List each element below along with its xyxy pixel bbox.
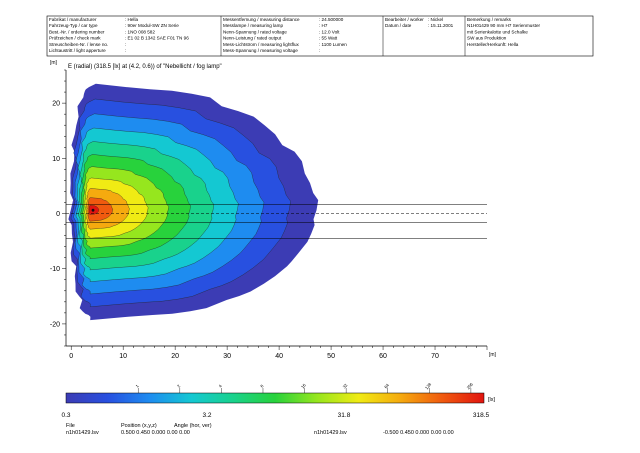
colorbar-max-label: 318.5 xyxy=(473,412,490,419)
heatmap-band xyxy=(87,197,113,222)
header-value: : xyxy=(125,48,126,53)
contour-line xyxy=(82,166,169,249)
header-label: Mess-Lichtstrom / measuring lightflux xyxy=(223,42,300,47)
footer-block: File n1h01429.lsv Position (x,y,z) Angle… xyxy=(66,423,454,436)
y-tick-label: 0 xyxy=(56,211,60,218)
colorbar-unit: [lx] xyxy=(488,397,496,403)
colorbar-level-label: 128 xyxy=(424,381,433,390)
colorbar-level-label: 32 xyxy=(342,382,349,389)
colorbar-level-label: 64 xyxy=(383,382,390,389)
header-label: Prüfzeichen / check mark xyxy=(49,36,101,41)
remark-line: N1H01429 90 mm H7 Serienmuster xyxy=(467,23,540,28)
x-tick-label: 30 xyxy=(223,353,231,360)
colorbar-level-label: 2 xyxy=(176,383,182,389)
y-tick-label: 10 xyxy=(52,156,60,163)
header-label: Nenn-Leistung / rated output xyxy=(223,36,282,41)
y-tick-label: 20 xyxy=(52,101,60,108)
colorbar-level-label: 4 xyxy=(218,383,224,389)
y-tick-label: -10 xyxy=(50,266,60,273)
colorbar-frame xyxy=(65,392,485,404)
contour-line xyxy=(87,197,113,222)
header-value: : 15.11.2001 xyxy=(428,23,454,28)
y-axis-unit: [m] xyxy=(50,60,58,66)
header-value: : 55 Watt xyxy=(319,36,338,41)
header-label: Lichtaustritt / light apperture xyxy=(49,48,106,53)
colorbar-min-label: 0.3 xyxy=(61,412,70,419)
x-tick-label: 20 xyxy=(171,353,179,360)
remark-line: Hersteller/Herkunft: Hella xyxy=(467,42,519,47)
contour-line xyxy=(78,141,215,271)
chart-title: E (radial) (318.5 [lx] at (4.2, 0.6)) of… xyxy=(68,64,222,70)
x-tick-label: 70 xyxy=(431,353,439,360)
header-value: : E1 02 B 1342 SAE F01 TN 96 xyxy=(125,36,189,41)
header-label: Nenn-Spannung / rated voltage xyxy=(223,29,287,34)
header-block: Fabrikat / manufacturer : Hella Fahrzeug-T… xyxy=(46,15,594,57)
header-label: Best.-Nr. / ordering number xyxy=(49,29,105,34)
header-value: : 24.500000 xyxy=(319,17,344,22)
position-label: Position (x,y,z) xyxy=(121,423,157,429)
position-values-1: 0.500 0.450 0.000 0.00 0.00 xyxy=(121,430,190,436)
colorbar-level-label: 256 xyxy=(466,381,475,390)
remark-line: SW aus Produktion xyxy=(467,36,507,41)
file-name-2: n1h01429.lsv xyxy=(314,430,347,436)
contour-line xyxy=(73,113,265,295)
header-label: Fahrzeug-Typ / car type xyxy=(49,23,98,28)
header-value: : xyxy=(125,42,126,47)
remark-line: mit Serienkalotte und Schalke xyxy=(467,29,528,34)
x-tick-label: 40 xyxy=(275,353,283,360)
contour-line xyxy=(75,127,239,282)
contour-line xyxy=(86,188,130,230)
x-tick-label: 0 xyxy=(69,353,73,360)
x-tick-label: 50 xyxy=(327,353,335,360)
header-label: Fabrikat / manufacturer xyxy=(49,17,97,22)
header-value: : 1100 Lumen xyxy=(319,42,347,47)
colorbar: 1 2 4 8 16 32 64 128 256 [lx] 0.3 3.2 31.8 318.5 xyxy=(61,381,495,419)
y-tick-label: -20 xyxy=(50,321,60,328)
remark-line: Bemerkung / remarks xyxy=(467,17,512,22)
contour-line xyxy=(70,98,291,307)
header-value: : xyxy=(319,48,320,53)
angle-label: Angle (hor, ver) xyxy=(174,423,212,429)
header-label: Messentfernung / measuring distance xyxy=(223,17,300,22)
header-label: Streuscheiben-Nr. / lense no. xyxy=(49,42,108,47)
colorbar-mid-label: 3.2 xyxy=(202,412,211,419)
file-label: File xyxy=(66,423,75,429)
colorbar-level-label: 1 xyxy=(134,383,140,389)
contour-line xyxy=(84,177,149,239)
colorbar-level-label: 8 xyxy=(259,383,265,389)
contour-line xyxy=(80,154,191,259)
header-frame xyxy=(46,15,594,57)
plot-area: 0 10 20 30 40 50 60 70 -20 -10 0 10 20 [m] xyxy=(50,69,497,360)
header-label: Datum / date xyxy=(385,23,412,28)
header-label: Bearbeiter / worker xyxy=(385,17,424,22)
colorbar-mid-label: 31.8 xyxy=(338,412,351,419)
header-value: : Hella xyxy=(125,17,138,22)
max-point xyxy=(91,208,95,212)
contour-line xyxy=(88,205,100,215)
x-tick-label: 60 xyxy=(379,353,387,360)
colorbar-level-label: 16 xyxy=(300,382,307,389)
header-value: : 90er Modul-SW ZN Serie xyxy=(125,23,179,28)
file-name-1: n1h01429.lsv xyxy=(66,430,99,436)
x-axis-unit: [m] xyxy=(489,352,497,358)
position-values-2: -0.500 0.450 0.000 0.00 0.00 xyxy=(383,430,454,436)
header-label: Mess-Spannung / measuring voltage xyxy=(223,48,298,53)
x-tick-label: 10 xyxy=(119,353,127,360)
header-value: : H7 xyxy=(319,23,328,28)
colorbar-gradient xyxy=(66,393,484,403)
header-label: Messlampe / measuring lamp xyxy=(223,23,283,28)
header-value: : 12.0 Volt xyxy=(319,29,340,34)
header-value: : 1NO 008 582 xyxy=(125,29,155,34)
header-value: : Nickel xyxy=(428,17,443,22)
